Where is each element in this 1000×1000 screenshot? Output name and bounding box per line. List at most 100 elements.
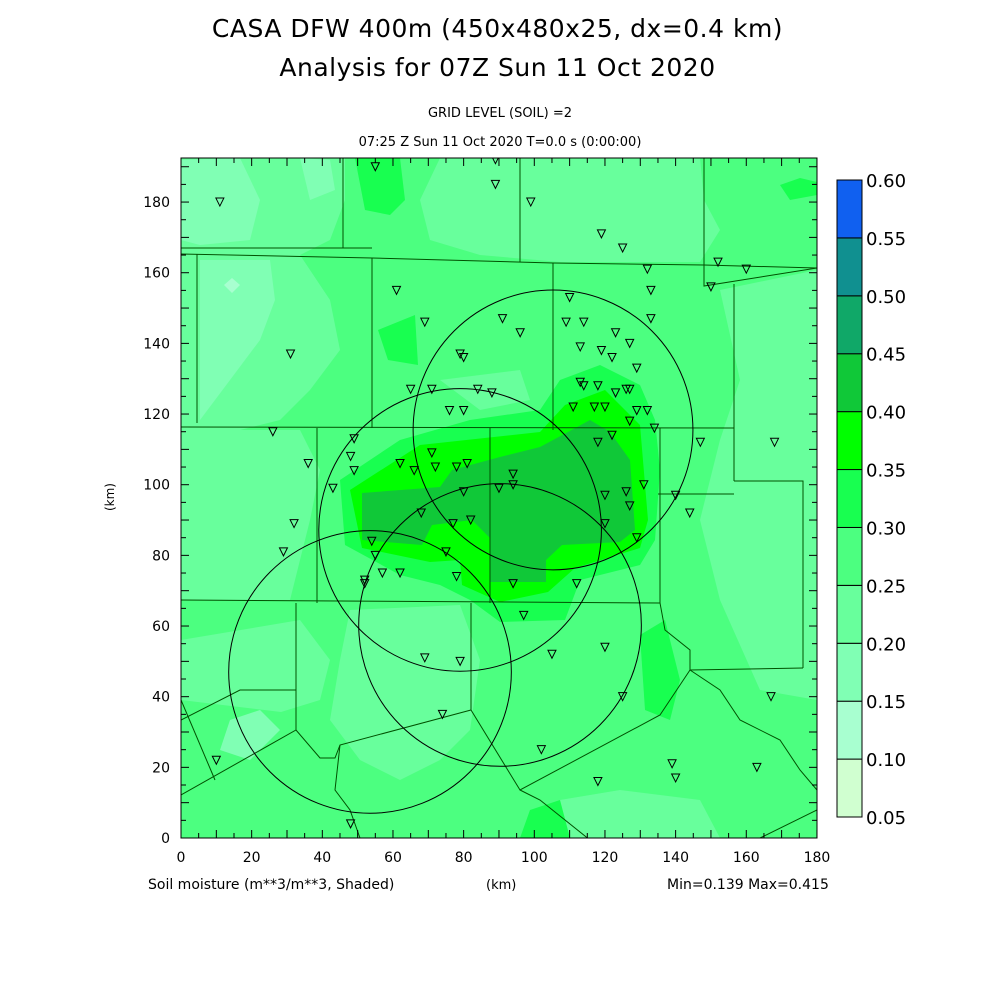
station-marker-icon: [642, 264, 653, 275]
county-boundary: [659, 428, 804, 671]
station-marker-icon: [349, 434, 359, 444]
station-marker-icon: [395, 568, 405, 579]
station-marker-icon: [492, 158, 499, 165]
station-marker-icon: [571, 579, 582, 589]
station-marker-icon: [596, 345, 607, 356]
station-marker-icon: [409, 466, 419, 476]
x-tick-label: 80: [455, 850, 473, 866]
colorbar: 0.05 0.10 0.15 0.20 0.25 0.30 0.35 0.40 0.45 0.50…: [836, 171, 906, 829]
station-marker-icon: [345, 451, 356, 462]
station-marker-icon: [596, 229, 607, 239]
station-marker-icon: [441, 547, 451, 557]
colorbar-bin: [836, 642, 863, 702]
colorbar-bin: [836, 353, 863, 413]
shade-0.10-0.15: [224, 278, 240, 293]
station-marker-icon: [646, 314, 656, 324]
station-marker-icon: [713, 257, 723, 268]
station-marker-icon: [670, 773, 681, 784]
station-marker-icon: [589, 402, 600, 413]
station-marker-icon: [211, 755, 222, 766]
station-marker-icon: [561, 317, 571, 328]
station-marker-icon: [624, 384, 635, 395]
station-marker-icon: [395, 459, 405, 469]
station-marker-icon: [289, 519, 299, 529]
station-marker-icon: [631, 533, 642, 543]
station-marker-icon: [508, 469, 518, 480]
station-marker-icon: [646, 285, 656, 296]
station-marker-icon: [624, 338, 635, 349]
station-marker-icon: [455, 656, 465, 667]
station-marker-icon: [437, 709, 448, 720]
station-marker-icon: [472, 384, 483, 395]
station-marker-icon: [684, 508, 695, 519]
y-tick-label: 60: [152, 619, 170, 635]
radar-range-ring: [318, 388, 602, 672]
county-boundary: [734, 480, 804, 668]
colorbar-label: 0.60: [866, 171, 906, 192]
x-tick-label: 180: [804, 850, 831, 866]
station-marker-icon: [366, 536, 377, 547]
station-marker-icon: [578, 381, 589, 391]
station-marker-icon: [451, 572, 462, 582]
station-marker-icon: [427, 384, 437, 395]
x-axis-label: (km): [486, 878, 517, 893]
station-marker-icon: [268, 427, 278, 437]
x-tick-label: 160: [733, 850, 760, 866]
station-marker-icon: [303, 459, 313, 469]
station-marker-icon: [405, 384, 416, 395]
station-marker-icon: [508, 579, 518, 589]
radar-range-rings: [228, 289, 694, 814]
colorbar-bin: [836, 237, 863, 297]
station-marker-icon: [695, 437, 706, 448]
county-boundary: [181, 709, 472, 796]
county-boundary: [181, 599, 661, 604]
station-marker-icon: [359, 579, 370, 589]
station-marker-icon: [458, 487, 469, 497]
colorbar-bin: [836, 700, 863, 760]
station-marker-icon: [547, 649, 557, 660]
station-marker-icon: [345, 819, 356, 829]
variable-label: Soil moisture (m**3/m**3, Shaded): [148, 877, 395, 893]
colorbar-bin: [836, 411, 863, 471]
colorbar-label: 0.40: [866, 403, 906, 424]
station-marker-icon: [752, 762, 762, 773]
station-marker-icon: [607, 353, 617, 363]
colorbar-label: 0.45: [866, 345, 906, 366]
colorbar-bin: [836, 179, 863, 239]
station-marker-icon: [624, 416, 635, 427]
station-marker-icon: [508, 480, 518, 490]
y-tick-label: 120: [143, 407, 170, 423]
valid-time-label: 07:25 Z Sun 11 Oct 2020 T=0.0 s (0:00:00…: [358, 135, 642, 150]
station-marker-icon: [610, 328, 621, 338]
station-marker-icon: [465, 515, 476, 526]
colorbar-bin: [836, 295, 863, 355]
station-marker-icon: [649, 423, 660, 434]
county-boundaries: [181, 158, 817, 838]
station-marker-icon: [578, 317, 589, 328]
station-marker-icon: [642, 406, 653, 416]
radar-range-ring: [228, 530, 512, 814]
station-marker-icon: [621, 487, 631, 497]
x-tick-label: 40: [313, 850, 331, 866]
station-marker-icon: [593, 437, 603, 448]
colorbar-label: 0.05: [866, 808, 906, 829]
colorbar-label: 0.50: [866, 287, 906, 308]
axis-tick-labels: 0 20 40 60 80 100 120 140 160 180 0 20 40 60 80 100 120 1…: [143, 195, 830, 866]
station-marker-icon: [769, 437, 780, 448]
colorbar-bin: [836, 526, 863, 586]
station-marker-icon: [370, 550, 381, 561]
station-marker-icon: [600, 402, 610, 413]
station-marker-icon: [278, 547, 289, 557]
station-marker-icon: [215, 197, 225, 208]
station-marker-icon: [515, 328, 525, 338]
plot-title-line2: Analysis for 07Z Sun 11 Oct 2020: [279, 53, 716, 82]
x-tick-label: 120: [592, 850, 619, 866]
station-marker-icon: [525, 197, 536, 208]
colorbar-label: 0.10: [866, 750, 906, 771]
station-marker-icon: [600, 519, 610, 529]
station-marker-icon: [349, 466, 359, 476]
colorbar-label: 0.20: [866, 634, 906, 655]
station-marker-icon: [624, 501, 635, 512]
station-marker-icon: [458, 406, 469, 416]
station-marker-icon: [427, 448, 437, 459]
